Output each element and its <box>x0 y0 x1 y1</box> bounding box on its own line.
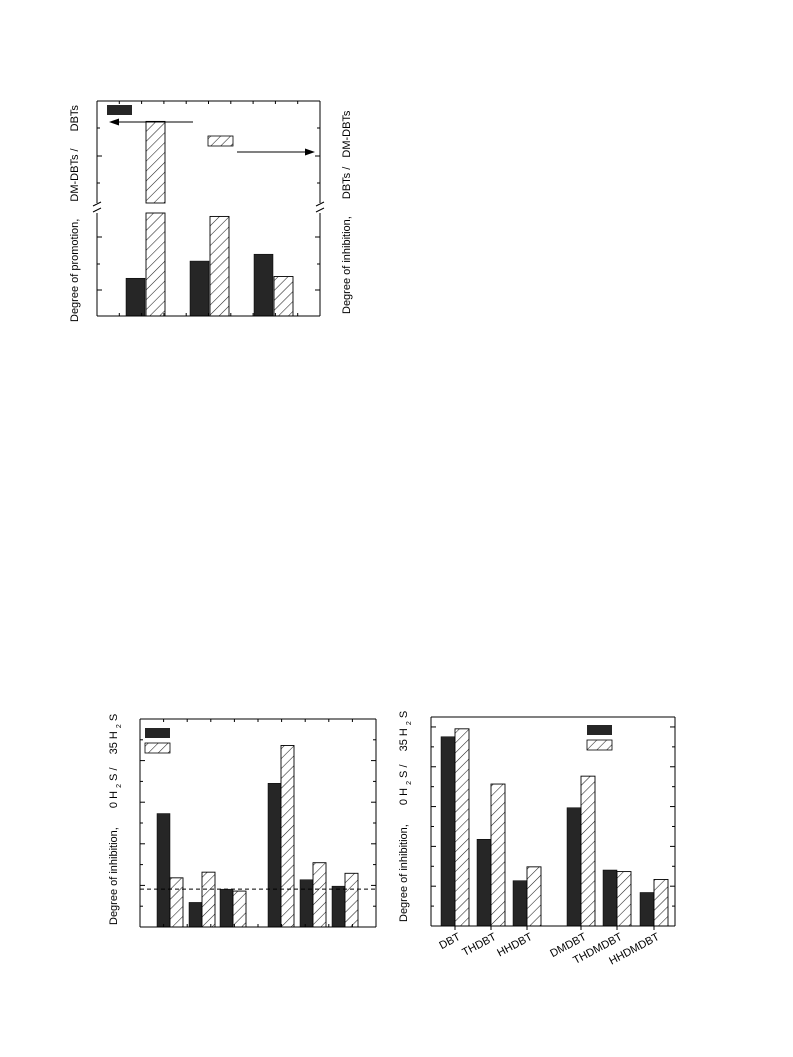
bottom-left-ylabel-part1: Degree of inhibition, <box>108 827 120 925</box>
bottom-left-bar-hatched <box>201 871 216 928</box>
bottom-left-ylabel-part5: S <box>108 714 120 721</box>
bottom-left-bar-solid <box>188 902 203 928</box>
top-bar-solid <box>253 253 274 317</box>
bottom-right-ylabel-part1: Degree of inhibition, <box>398 824 410 922</box>
bottom-left-bar-hatched <box>280 745 295 928</box>
bottom-right-xtick-label: HHDBT <box>495 931 534 960</box>
top-ylabel-left-part3: DBTs <box>69 105 81 132</box>
bottom-left-bar-solid <box>299 879 314 928</box>
bottom-left-ylabel-sub1: 2 <box>116 784 123 788</box>
bottom-right-bar-hatched <box>490 783 506 927</box>
bottom-left-bar-solid <box>156 813 171 928</box>
bottom-left-legend-solid-swatch <box>145 728 170 738</box>
bottom-left-bar-hatched <box>232 890 247 928</box>
bottom-right-bar-solid <box>639 892 655 927</box>
top-legend-left-arrowhead <box>109 118 119 126</box>
bottom-left-axes <box>139 718 377 928</box>
top-bar-solid <box>125 277 146 317</box>
top-axis-break-mark <box>315 201 325 207</box>
top-ylabel-right: Degree of inhibition, DBTs / DM-DBTs <box>341 110 353 314</box>
top-legend-solid-swatch <box>107 105 132 115</box>
bottom-right-bar-solid <box>440 736 456 927</box>
bottom-left-bar-hatched <box>312 862 327 928</box>
bottom-left-bar-hatched <box>344 872 359 928</box>
bottom-right-ylabel-part4: 35 H <box>398 728 410 751</box>
bottom-right-bar-solid <box>602 869 618 927</box>
bottom-left-bar-hatched <box>169 877 184 928</box>
top-bar-hatched-lower <box>145 212 166 317</box>
bottom-left-bar-solid <box>267 783 282 928</box>
bottom-right-legend-solid-swatch <box>587 725 612 735</box>
bottom-right-ylabel-sub2: 2 <box>406 721 413 725</box>
top-ylabel-left-part1: Degree of promotion, <box>69 219 81 322</box>
bottom-left-bars <box>156 745 359 928</box>
bottom-right-bar-hatched <box>653 879 669 927</box>
top-axes <box>92 100 325 317</box>
top-ylabel-left-part2: DM-DBTs / <box>69 147 81 201</box>
top-bar-hatched <box>273 276 294 317</box>
bottom-left-ylabel: Degree of inhibition, 0 H 2 S / 35 H 2 S <box>108 714 124 925</box>
top-bar-solid <box>189 260 210 317</box>
top-axis-break-mark <box>92 201 102 207</box>
bottom-right-bar-solid <box>476 838 492 927</box>
top-legend-hatch-swatch <box>207 135 234 147</box>
bottom-right-bar-solid <box>512 880 528 927</box>
bottom-right-legend-hatch-swatch <box>586 739 613 751</box>
top-legend-right-arrowhead <box>305 148 315 156</box>
bottom-right-ylabel-part3: S / <box>398 764 410 778</box>
top-ylabel-left: Degree of promotion, DM-DBTs / DBTs <box>69 105 81 322</box>
top-bars <box>125 120 294 317</box>
bottom-right-bar-hatched <box>454 728 470 927</box>
bottom-left-ylabel-sub2: 2 <box>116 724 123 728</box>
bottom-right-bar-solid <box>566 807 582 927</box>
bottom-left-legend-hatch-swatch <box>144 742 171 754</box>
top-ylabel-right-part1: Degree of inhibition, <box>341 216 353 314</box>
bottom-right-ylabel-part5: S <box>398 711 410 718</box>
top-ylabel-right-part3: DM-DBTs <box>341 110 353 158</box>
bottom-right-ylabel-part2: 0 H <box>398 788 410 805</box>
bottom-left-bar-solid <box>219 888 234 928</box>
top-ylabel-right-part2: DBTs / <box>341 166 353 199</box>
bottom-left-ylabel-part3: S / <box>108 767 120 781</box>
bottom-right-bars <box>440 728 669 927</box>
bottom-left-bar-solid <box>331 885 346 928</box>
top-panel: Degree of promotion, DM-DBTs / DBTs Degr… <box>69 100 353 322</box>
top-bar-hatched-upper <box>145 120 166 204</box>
top-axis-break-mark <box>315 207 325 213</box>
bottom-right-bar-hatched <box>580 775 596 927</box>
bottom-right-xtick-label: DBT <box>437 931 462 952</box>
bottom-right-bar-hatched <box>526 866 542 927</box>
bottom-right-bar-hatched <box>616 871 632 927</box>
bottom-right-ylabel-sub1: 2 <box>406 781 413 785</box>
bottom-right-axes <box>430 716 676 930</box>
bottom-left-ylabel-part4: 35 H <box>108 731 120 754</box>
bottom-right-xtick-label: THDBT <box>460 931 498 959</box>
top-bar-hatched <box>209 215 230 317</box>
bottom-left-panel: Degree of inhibition, 0 H 2 S / 35 H 2 S <box>108 714 377 928</box>
bottom-right-ylabel: Degree of inhibition, 0 H 2 S / 35 H 2 S <box>398 711 414 922</box>
top-axis-break-mark <box>92 207 102 213</box>
bottom-left-ylabel-part2: 0 H <box>108 791 120 808</box>
